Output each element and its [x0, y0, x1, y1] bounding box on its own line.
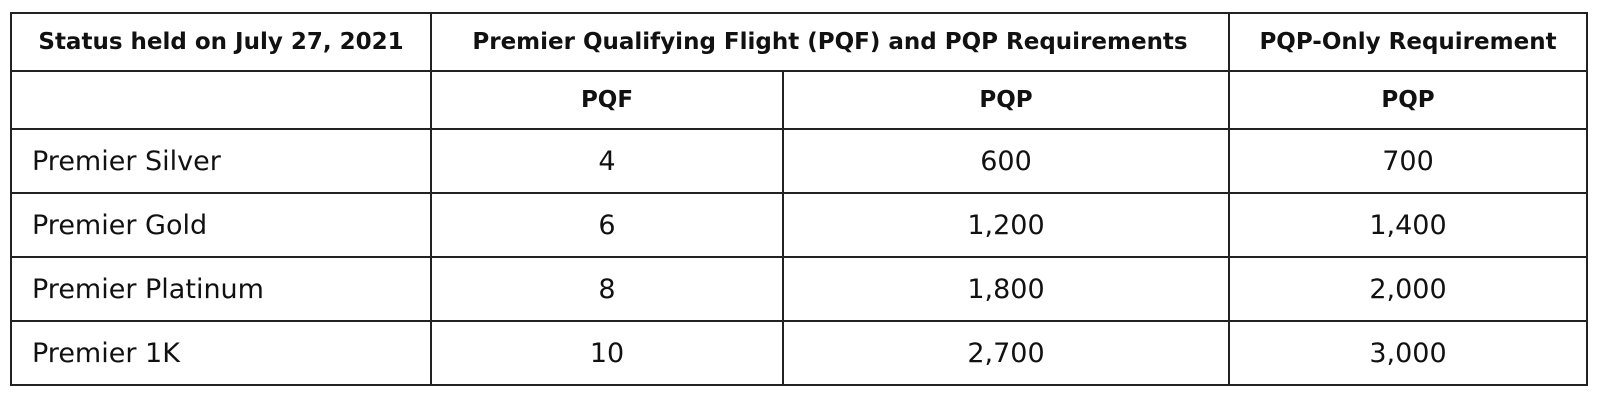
status-cell: Premier Silver: [10, 128, 432, 194]
data-row: Premier 1K 10 2,700 3,000: [10, 320, 1588, 386]
value-cell: 2,000: [1228, 256, 1588, 322]
value-cell: 1,200: [782, 192, 1230, 258]
subheader-cell: PQP: [782, 70, 1230, 130]
subheader-cell: PQF: [430, 70, 784, 130]
header-row: Status held on July 27, 2021 Premier Qual…: [10, 12, 1588, 72]
data-row: Premier Gold 6 1,200 1,400: [10, 192, 1588, 258]
data-row: Premier Silver 4 600 700: [10, 128, 1588, 194]
value-cell: 700: [1228, 128, 1588, 194]
value-cell: 3,000: [1228, 320, 1588, 386]
status-cell: Premier Platinum: [10, 256, 432, 322]
value-cell: 8: [430, 256, 784, 322]
value-cell: 600: [782, 128, 1230, 194]
subheader-row: PQF PQP PQP: [10, 70, 1588, 130]
value-cell: 1,400: [1228, 192, 1588, 258]
status-cell: Premier 1K: [10, 320, 432, 386]
header-cell: Status held on July 27, 2021: [10, 12, 432, 72]
header-cell: PQP-Only Requirement: [1228, 12, 1588, 72]
subheader-cell: PQP: [1228, 70, 1588, 130]
empty-cell: [10, 70, 432, 130]
status-cell: Premier Gold: [10, 192, 432, 258]
value-cell: 4: [430, 128, 784, 194]
data-row: Premier Platinum 8 1,800 2,000: [10, 256, 1588, 322]
status-table: Status held on July 27, 2021 Premier Qual…: [10, 12, 1588, 386]
value-cell: 6: [430, 192, 784, 258]
value-cell: 1,800: [782, 256, 1230, 322]
value-cell: 10: [430, 320, 784, 386]
header-cell: Premier Qualifying Flight (PQF) and PQP …: [430, 12, 1230, 72]
value-cell: 2,700: [782, 320, 1230, 386]
